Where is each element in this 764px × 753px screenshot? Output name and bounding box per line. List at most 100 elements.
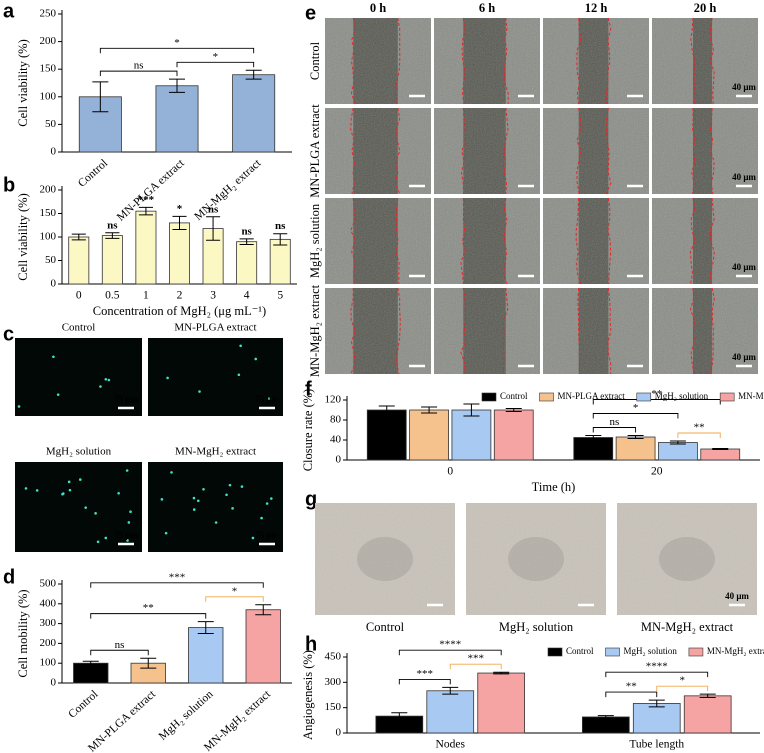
x-tick-label: 4: [244, 290, 250, 302]
x-tick-label: 20: [651, 466, 663, 478]
comparison-bracket: [677, 432, 721, 438]
bar: [477, 672, 526, 734]
comparison-label: **: [626, 681, 637, 693]
cell-dot: [125, 469, 129, 472]
cell-dot: [56, 393, 60, 396]
cell-dot: [78, 478, 82, 481]
error-bar: [712, 448, 729, 450]
panel-letter: c: [3, 323, 14, 345]
texture: [652, 288, 758, 374]
texture: [652, 198, 758, 284]
scale-bar-label: 40 μm: [725, 591, 749, 601]
significance-label: *: [177, 203, 183, 215]
x-tick-label: 0: [447, 466, 453, 478]
time-label: 20 h: [694, 1, 717, 15]
x-tick-label: 2: [177, 290, 183, 302]
cell-dot: [265, 502, 269, 505]
error-bar: [206, 216, 221, 241]
cell-dot: [237, 373, 241, 377]
legend-label: MgH₂ solution: [655, 391, 709, 401]
bar: [615, 436, 656, 461]
scale-bar-label: 75 μm: [114, 394, 138, 404]
x-tick-label: Control: [66, 688, 100, 720]
cell-dot: [104, 377, 108, 381]
comparison-bracket: [90, 649, 149, 656]
comparison-label: *: [174, 37, 180, 49]
legend-label: MgH₂ solution: [624, 646, 678, 656]
texture: [617, 503, 757, 615]
bar: [188, 627, 224, 684]
texture: [325, 18, 431, 104]
image-title: Control: [62, 322, 96, 334]
image-label: MN-MgH₂ extract: [641, 620, 734, 634]
comparison-bracket: [592, 399, 721, 405]
bar: [236, 241, 258, 285]
comparison-label: ns: [115, 639, 125, 651]
texture: [543, 198, 649, 284]
cell-dot: [228, 483, 232, 487]
comparison-bracket: [90, 582, 264, 588]
y-tick-label: 100: [40, 657, 57, 669]
cell-dot: [68, 488, 72, 492]
wound-edge: [503, 107, 509, 195]
x-tick-label: 0.5: [105, 290, 120, 302]
significance-label: ns: [208, 203, 219, 215]
x-tick-label: MgH₂ solution: [157, 688, 216, 743]
bar: [232, 74, 276, 153]
x-axis-label: Time (h): [532, 480, 576, 494]
x-tick-label: 0: [76, 290, 82, 302]
error-bar: [585, 435, 602, 440]
cell-dot: [214, 521, 218, 524]
comparison-bracket: [592, 427, 637, 433]
cell-dot: [35, 489, 39, 492]
cell-dot: [164, 531, 168, 535]
bar: [155, 85, 199, 153]
image-title: MN-PLGA extract: [174, 322, 256, 334]
wound-edge: [396, 287, 401, 375]
comparison-label: **: [651, 388, 662, 400]
error-bar: [421, 406, 438, 414]
bar: [683, 695, 732, 734]
bar: [269, 238, 291, 285]
cell-dot: [270, 497, 273, 500]
error-bar: [627, 435, 644, 439]
row-label: Control: [308, 41, 322, 80]
comparison-label: ***: [467, 653, 484, 665]
y-tick-label: 120: [325, 394, 342, 406]
cell-dot: [166, 376, 169, 380]
x-tick-label: 1: [143, 290, 149, 302]
comparison-bracket: [398, 649, 502, 656]
image-title: MgH₂ solution: [46, 446, 112, 458]
y-tick-label: 150: [325, 701, 342, 713]
error-bar: [699, 693, 716, 699]
texture: [543, 108, 649, 194]
y-tick-label: 40: [330, 434, 342, 446]
cell-dot: [96, 540, 100, 544]
wound-edge: [575, 197, 582, 285]
cell-dot: [67, 480, 71, 484]
legend-label: Control: [500, 391, 528, 401]
legend-swatch: [547, 647, 563, 657]
fluorescence-image: [15, 462, 142, 552]
bar: [700, 448, 741, 461]
x-tick-label: Control: [76, 157, 110, 189]
comparison-bracket: [656, 685, 709, 692]
cell-dot: [129, 510, 132, 514]
y-axis-label: Cell viability (%): [16, 193, 30, 280]
error-bar: [245, 69, 262, 80]
y-tick-label: 150: [40, 63, 57, 75]
panel-letter: a: [3, 0, 15, 22]
legend-swatch: [719, 392, 735, 402]
error-bar: [140, 657, 157, 669]
wound-edge: [605, 107, 612, 195]
comparison-label: ****: [439, 639, 461, 651]
texture: [434, 108, 540, 194]
comparison-bracket: [205, 596, 264, 602]
cell-dot: [127, 521, 131, 524]
legend-label: MN-PLGA extract: [558, 391, 626, 401]
y-tick-label: 0: [51, 146, 57, 158]
x-tick-label: Nodes: [436, 739, 466, 751]
wound-edge: [607, 287, 612, 375]
bar: [426, 690, 475, 734]
cell-dot: [267, 397, 271, 400]
